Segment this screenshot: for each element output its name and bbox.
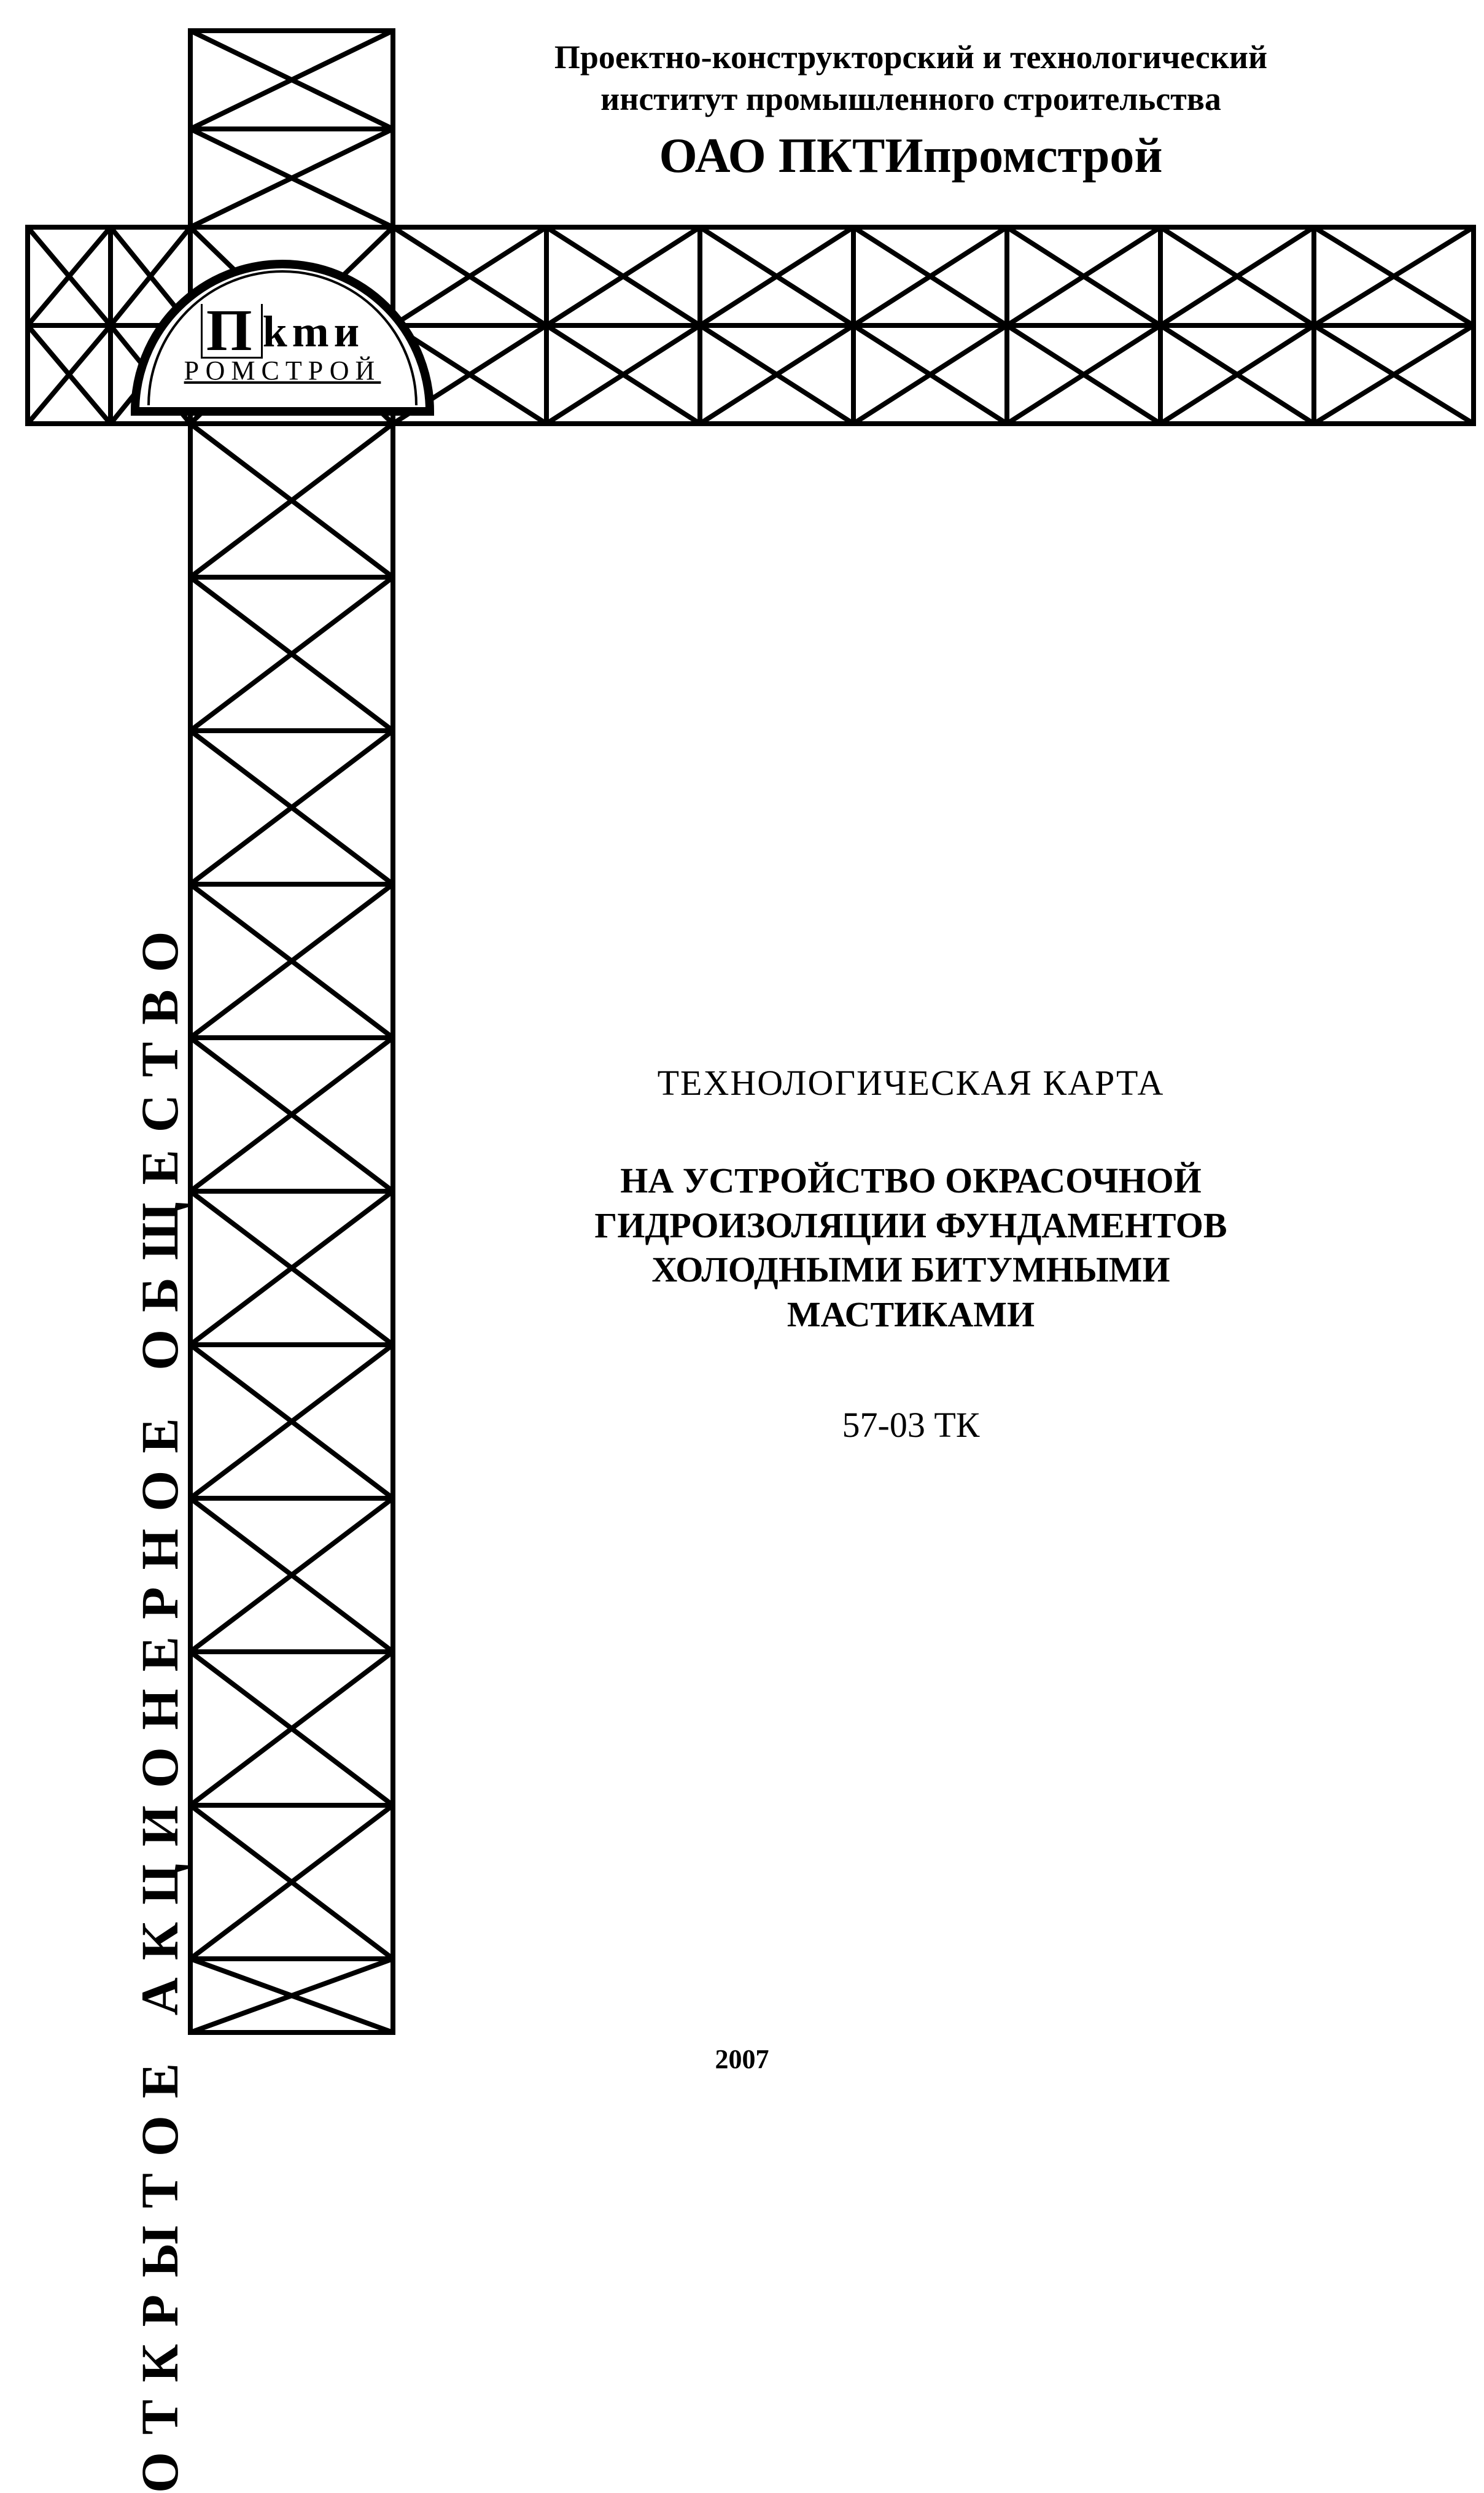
- logo-text-top: Пkmи: [123, 304, 442, 359]
- logo-text-bottom: РОМСТРОЙ: [123, 355, 442, 386]
- company-logo: Пkmи РОМСТРОЙ: [123, 246, 442, 424]
